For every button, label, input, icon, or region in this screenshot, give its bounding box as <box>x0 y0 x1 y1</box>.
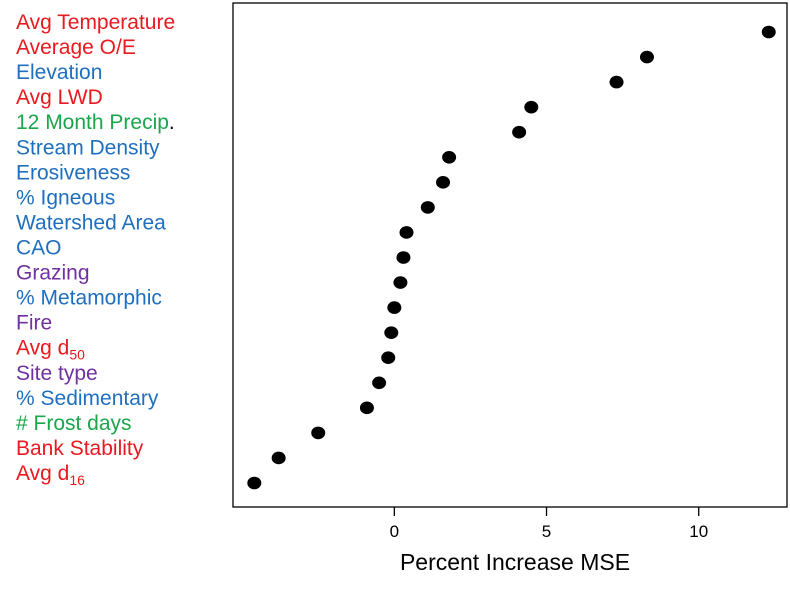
variable-label: Grazing <box>16 262 90 285</box>
variable-label: Avg Temperature <box>16 11 175 34</box>
data-point <box>639 50 654 64</box>
x-tick-label: 10 <box>689 522 708 541</box>
data-point <box>512 125 527 139</box>
variable-label: Average O/E <box>16 36 136 59</box>
variable-label: Bank Stability <box>16 437 144 460</box>
data-point <box>387 301 402 314</box>
variable-label: Watershed Area <box>16 211 166 234</box>
data-point <box>609 75 624 89</box>
data-point <box>761 25 776 39</box>
variable-label: Stream Density <box>16 136 160 159</box>
variable-label: Avg d16 <box>16 462 85 488</box>
data-point <box>271 451 286 465</box>
data-point <box>524 100 539 114</box>
plot-frame <box>232 2 788 508</box>
data-point <box>311 426 326 440</box>
variable-label: Avg d50 <box>16 337 85 363</box>
data-point <box>393 276 408 289</box>
variable-label: Fire <box>16 312 52 335</box>
x-axis: 0 5 10 <box>390 507 708 541</box>
x-tick-label: 5 <box>542 522 551 541</box>
variable-label: Erosiveness <box>16 161 130 184</box>
variable-label: 12 Month Precip. <box>16 111 175 134</box>
variable-label: % Sedimentary <box>16 387 159 410</box>
variable-label: Elevation <box>16 61 102 84</box>
variable-label: % Igneous <box>16 186 115 209</box>
data-point <box>359 401 374 415</box>
data-point <box>399 226 414 239</box>
variable-label: % Metamorphic <box>16 287 162 310</box>
x-axis-label: Percent Increase MSE <box>400 549 630 575</box>
data-point <box>436 176 451 189</box>
variable-label: Site type <box>16 362 98 385</box>
data-point <box>442 150 457 164</box>
x-tick-label: 0 <box>390 522 399 541</box>
variable-label: CAO <box>16 237 62 260</box>
data-point <box>396 251 411 264</box>
data-point <box>420 201 435 214</box>
data-point <box>384 326 399 339</box>
data-point <box>381 351 396 365</box>
variable-label: # Frost days <box>16 412 132 435</box>
variable-label: Avg LWD <box>16 86 103 109</box>
data-points <box>247 25 776 490</box>
data-point <box>247 476 262 490</box>
data-point <box>372 376 387 390</box>
